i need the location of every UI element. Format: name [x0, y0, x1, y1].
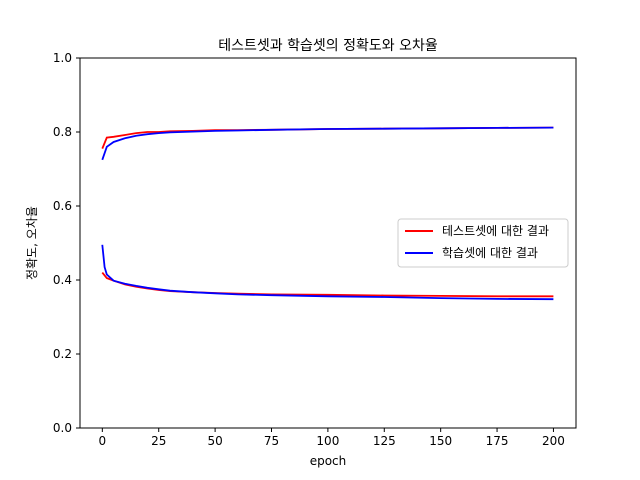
y-tick-label: 0.6: [53, 199, 72, 213]
lines-layer: [101, 126, 554, 301]
y-tick-label: 1.0: [53, 51, 72, 65]
y-axis-label: 정확도, 오차율: [25, 206, 39, 280]
x-tick-label: 75: [264, 434, 279, 448]
y-tick-label: 0.8: [53, 125, 72, 139]
legend: 테스트셋에 대한 결과 학습셋에 대한 결과: [397, 218, 569, 268]
y-axis: 0.0 0.2 0.4 0.6 0.8 1.0: [53, 51, 80, 435]
x-tick-label: 125: [373, 434, 396, 448]
x-tick-label: 25: [151, 434, 166, 448]
train-loss-line: [101, 244, 554, 301]
train-accuracy-line: [101, 126, 554, 161]
x-tick-label: 100: [316, 434, 339, 448]
x-tick-label: 175: [486, 434, 509, 448]
y-tick-label: 0.0: [53, 421, 72, 435]
legend-box: [397, 218, 569, 268]
x-axis-label: epoch: [310, 454, 347, 468]
x-tick-label: 0: [99, 434, 107, 448]
chart-title: 테스트셋과 학습셋의 정확도와 오차율: [218, 38, 438, 54]
x-tick-label: 200: [542, 434, 565, 448]
x-axis: 0 25 50 75 100 125 150 175 200: [99, 428, 565, 448]
y-tick-label: 0.4: [53, 273, 72, 287]
x-tick-label: 150: [429, 434, 452, 448]
legend-label-train: 학습셋에 대한 결과: [442, 246, 538, 260]
x-tick-label: 50: [207, 434, 222, 448]
y-tick-label: 0.2: [53, 347, 72, 361]
legend-label-test: 테스트셋에 대한 결과: [442, 224, 549, 238]
